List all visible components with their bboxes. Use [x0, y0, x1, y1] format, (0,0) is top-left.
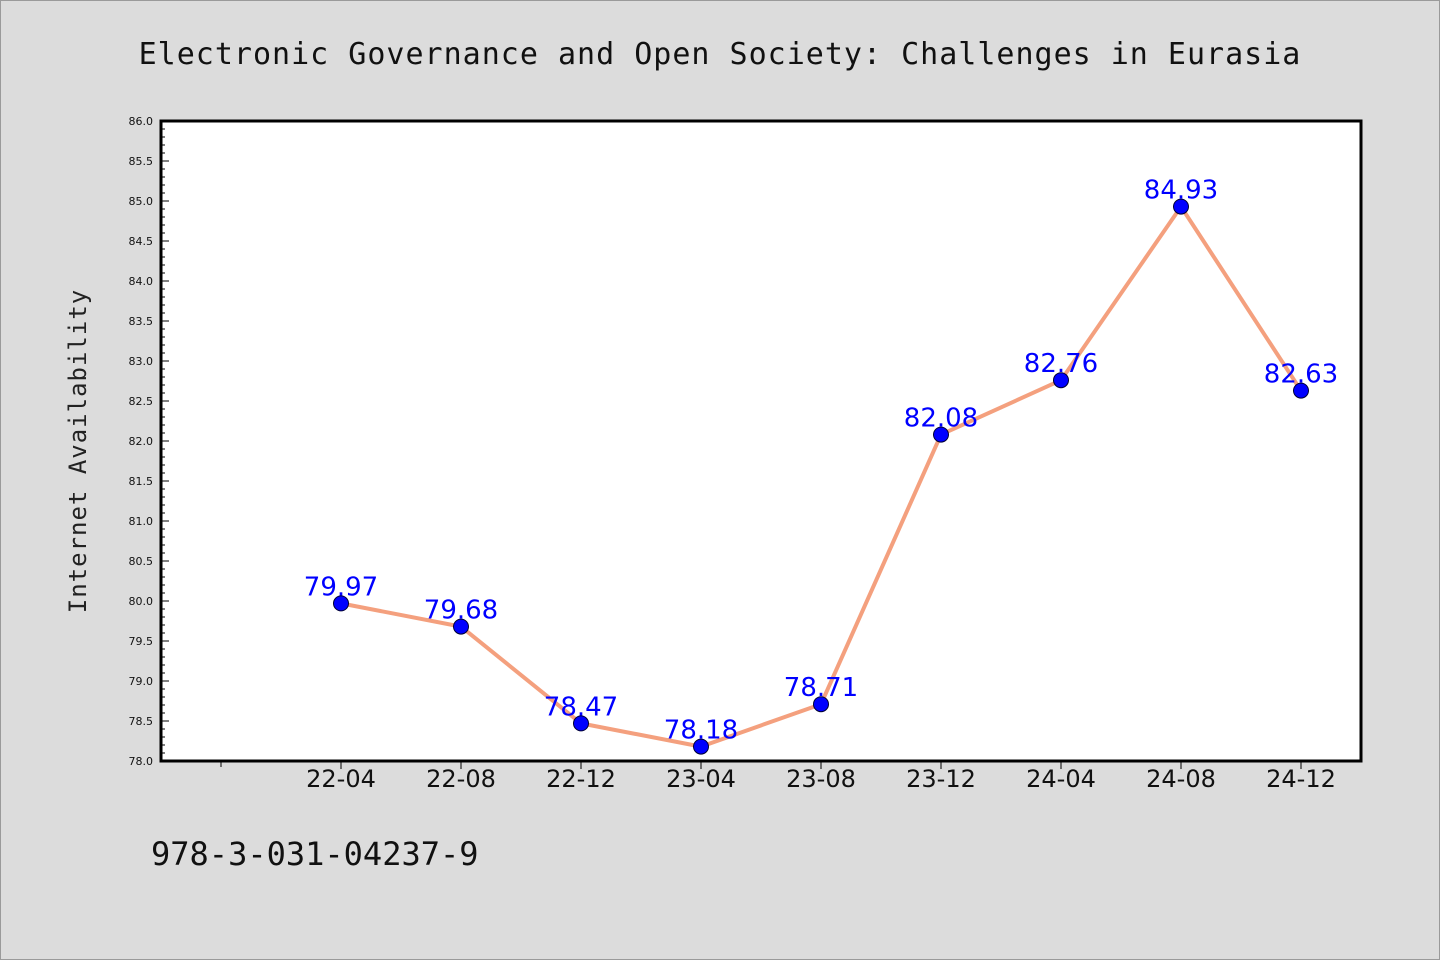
- x-axis: 22-04 22-08 22-12 23-04 23-08 23-12 24-04 24-08…: [220, 761, 1336, 793]
- x-tick-label: 24-04: [1026, 765, 1096, 793]
- data-point: [1053, 372, 1069, 389]
- data-label: 78.18: [664, 716, 738, 746]
- footer-isbn: 978-3-031-04237-9: [151, 835, 479, 873]
- y-tick-label: 80.0: [129, 595, 154, 608]
- chart-title: Electronic Governance and Open Society: …: [139, 37, 1302, 72]
- data-points: [333, 198, 1309, 755]
- data-point: [813, 696, 829, 713]
- x-tick-label: 22-12: [546, 765, 616, 793]
- data-label: 82.76: [1024, 349, 1098, 379]
- data-label: 82.08: [904, 404, 978, 434]
- y-tick-label: 78.5: [129, 715, 154, 728]
- y-tick-label: 81.5: [129, 475, 154, 488]
- y-tick-label: 82.5: [129, 395, 154, 408]
- y-tick-label: 84.0: [129, 275, 154, 288]
- y-tick-label: 81.0: [129, 515, 154, 528]
- y-axis: 78.0 78.5 79.0 79.5 80.0 80.5 81.0 81.5 82.0 82.5…: [129, 115, 169, 768]
- data-label: 82.63: [1264, 360, 1338, 390]
- x-tick-label: 23-04: [666, 765, 736, 793]
- y-tick-label: 83.5: [129, 315, 154, 328]
- x-tick-label: 23-12: [906, 765, 976, 793]
- plot-frame: [159, 119, 1363, 763]
- y-tick-label: 79.5: [129, 635, 154, 648]
- data-label: 78.47: [544, 692, 618, 722]
- y-tick-label: 84.5: [129, 235, 154, 248]
- data-point: [573, 715, 589, 732]
- data-point: [1173, 198, 1189, 215]
- x-tick-label: 22-04: [306, 765, 376, 793]
- data-label: 79.68: [424, 596, 498, 626]
- data-label: 79.97: [304, 572, 378, 602]
- data-point: [1293, 382, 1309, 399]
- x-tick-label: 24-08: [1146, 765, 1216, 793]
- y-tick-label: 82.0: [129, 435, 154, 448]
- y-tick-label: 79.0: [129, 675, 154, 688]
- data-labels: 79.97 79.68 78.47 78.18 78.71 82.08 82.76 84.93…: [304, 176, 1338, 746]
- data-label: 84.93: [1144, 176, 1218, 206]
- data-point: [333, 595, 349, 612]
- data-point: [453, 618, 469, 635]
- y-tick-label: 78.0: [129, 755, 154, 768]
- y-tick-label: 83.0: [129, 355, 154, 368]
- data-point: [693, 738, 709, 755]
- y-tick-label: 86.0: [129, 115, 154, 128]
- y-tick-label: 85.0: [129, 195, 154, 208]
- data-point: [933, 426, 949, 443]
- y-axis-label: Internet Availability: [64, 289, 92, 613]
- x-tick-label: 22-08: [426, 765, 496, 793]
- plot-area: [161, 121, 1361, 761]
- y-tick-label: 80.5: [129, 555, 154, 568]
- y-tick-label: 85.5: [129, 155, 154, 168]
- x-tick-label: 23-08: [786, 765, 856, 793]
- x-tick-label: 24-12: [1266, 765, 1336, 793]
- data-label: 78.71: [784, 673, 858, 703]
